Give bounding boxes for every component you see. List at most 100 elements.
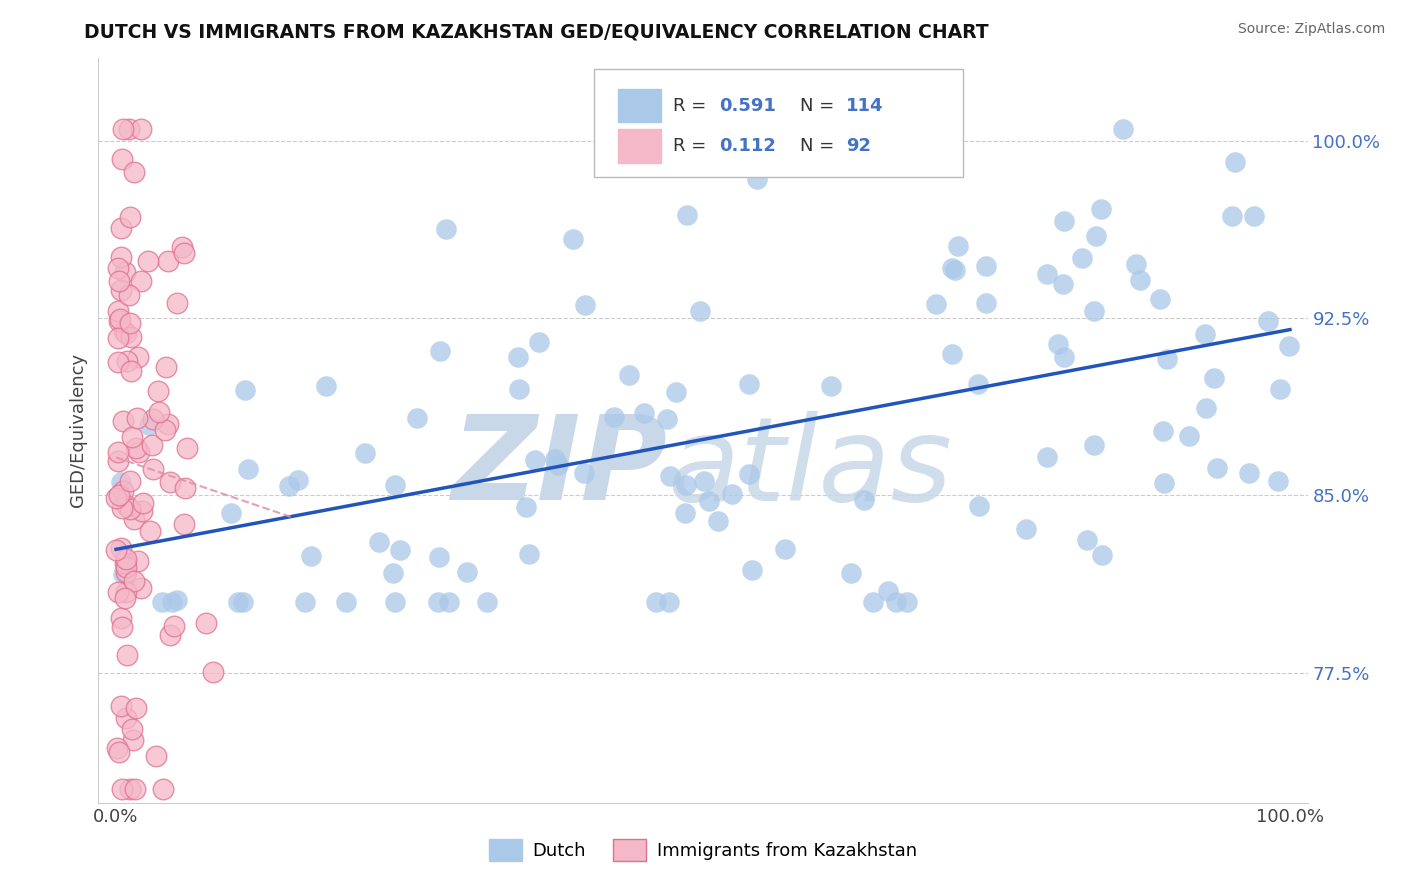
Point bbox=[738, 376, 761, 391]
Point bbox=[1149, 292, 1171, 306]
Point bbox=[150, 595, 173, 609]
Point bbox=[876, 584, 898, 599]
Y-axis label: GED/Equivalency: GED/Equivalency bbox=[69, 353, 87, 508]
Point bbox=[1220, 209, 1243, 223]
Point bbox=[693, 474, 716, 488]
Point bbox=[157, 253, 180, 268]
Point bbox=[127, 554, 149, 568]
Point bbox=[132, 496, 155, 510]
Point bbox=[294, 595, 316, 609]
Point bbox=[124, 781, 146, 796]
Point bbox=[658, 469, 681, 483]
Point bbox=[405, 411, 427, 425]
Text: 92: 92 bbox=[845, 136, 870, 155]
Point bbox=[115, 566, 138, 581]
Point bbox=[111, 483, 134, 498]
Point bbox=[115, 326, 138, 340]
Point bbox=[1091, 548, 1114, 562]
Point bbox=[110, 250, 132, 264]
Point bbox=[529, 335, 551, 350]
Point bbox=[335, 595, 357, 609]
Point bbox=[219, 506, 242, 520]
Point bbox=[115, 565, 138, 579]
Point bbox=[941, 260, 963, 275]
Point bbox=[110, 610, 132, 624]
Point bbox=[1084, 229, 1107, 244]
Point bbox=[118, 122, 141, 136]
Point bbox=[1178, 429, 1201, 443]
Point bbox=[138, 253, 160, 268]
Point bbox=[1202, 371, 1225, 385]
Point bbox=[120, 330, 142, 344]
Point bbox=[697, 493, 720, 508]
Point bbox=[1015, 522, 1038, 536]
Point bbox=[862, 595, 884, 609]
Point bbox=[155, 360, 177, 375]
Point bbox=[110, 698, 132, 713]
Point bbox=[1053, 213, 1076, 227]
Point bbox=[112, 324, 135, 338]
Point bbox=[159, 475, 181, 490]
Point bbox=[108, 274, 131, 288]
Point bbox=[1046, 337, 1069, 351]
Point bbox=[429, 343, 451, 358]
Point bbox=[1195, 401, 1218, 416]
Point bbox=[148, 405, 170, 419]
Point bbox=[1090, 202, 1112, 216]
Point bbox=[124, 442, 146, 456]
Point bbox=[233, 383, 256, 397]
Point bbox=[966, 376, 988, 391]
Point bbox=[120, 474, 142, 488]
Point bbox=[427, 549, 450, 564]
Point bbox=[120, 781, 142, 796]
Point bbox=[315, 379, 337, 393]
Text: DUTCH VS IMMIGRANTS FROM KAZAKHSTAN GED/EQUIVALENCY CORRELATION CHART: DUTCH VS IMMIGRANTS FROM KAZAKHSTAN GED/… bbox=[84, 22, 988, 41]
Point bbox=[173, 481, 195, 495]
Point bbox=[131, 122, 153, 136]
Point bbox=[1278, 339, 1301, 353]
Point bbox=[108, 312, 131, 326]
Point bbox=[201, 665, 224, 680]
Point bbox=[146, 384, 169, 398]
Point bbox=[287, 473, 309, 487]
Point bbox=[974, 259, 997, 273]
Point bbox=[163, 619, 186, 633]
Point bbox=[277, 478, 299, 492]
Point bbox=[194, 615, 217, 630]
Point bbox=[1052, 277, 1074, 291]
Point bbox=[673, 506, 696, 520]
Point bbox=[523, 453, 546, 467]
Point bbox=[1125, 257, 1147, 271]
Point bbox=[121, 722, 143, 736]
Text: N =: N = bbox=[800, 136, 839, 155]
Point bbox=[1206, 461, 1229, 475]
Point bbox=[107, 304, 129, 318]
Point bbox=[115, 648, 138, 663]
Point bbox=[166, 592, 188, 607]
Point bbox=[111, 122, 134, 136]
Point bbox=[110, 221, 132, 235]
Point bbox=[118, 288, 141, 302]
Point bbox=[572, 467, 595, 481]
Point bbox=[384, 595, 406, 609]
Point bbox=[131, 504, 153, 518]
Point bbox=[1270, 382, 1292, 396]
Text: R =: R = bbox=[672, 96, 711, 114]
Point bbox=[1053, 351, 1076, 365]
Text: 0.591: 0.591 bbox=[718, 96, 776, 114]
Point bbox=[114, 557, 136, 571]
Point bbox=[1243, 209, 1265, 223]
Point bbox=[170, 240, 193, 254]
Text: Source: ZipAtlas.com: Source: ZipAtlas.com bbox=[1237, 22, 1385, 37]
Point bbox=[122, 164, 145, 178]
Point bbox=[943, 262, 966, 277]
Point bbox=[129, 274, 152, 288]
Point bbox=[676, 208, 699, 222]
Point bbox=[122, 733, 145, 747]
Point bbox=[515, 500, 537, 515]
Point bbox=[173, 516, 195, 531]
Point bbox=[706, 514, 728, 528]
Point bbox=[166, 296, 188, 310]
Point bbox=[427, 595, 450, 609]
Point bbox=[114, 591, 136, 605]
